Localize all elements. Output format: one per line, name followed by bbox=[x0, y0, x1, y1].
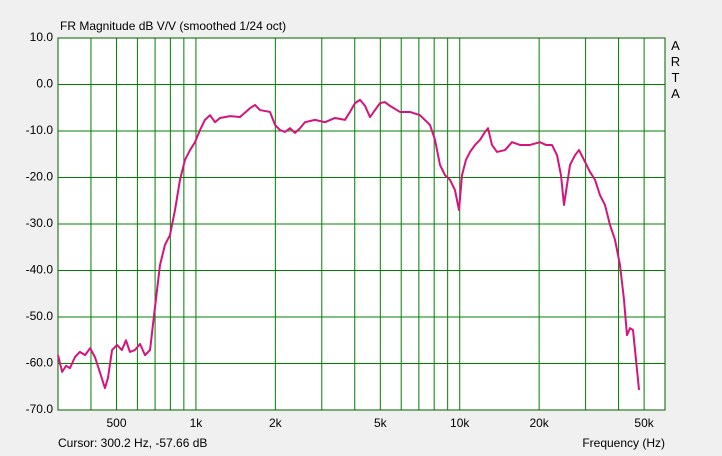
y-tick-label: -10.0 bbox=[26, 123, 54, 137]
x-axis-label: Frequency (Hz) bbox=[582, 436, 665, 450]
y-tick-label: -20.0 bbox=[26, 170, 54, 184]
chart-title: FR Magnitude dB V/V (smoothed 1/24 oct) bbox=[60, 19, 286, 33]
y-tick-label: -50.0 bbox=[26, 309, 54, 323]
x-tick-label: 50k bbox=[634, 416, 654, 430]
x-tick-label: 1k bbox=[190, 416, 204, 430]
y-tick-label: -30.0 bbox=[26, 216, 54, 230]
y-tick-label: 10.0 bbox=[30, 30, 54, 44]
y-tick-label: -60.0 bbox=[26, 356, 54, 370]
x-tick-label: 5k bbox=[374, 416, 388, 430]
x-tick-label: 500 bbox=[107, 416, 127, 430]
x-tick-label: 10k bbox=[450, 416, 470, 430]
x-tick-label: 20k bbox=[529, 416, 549, 430]
response-curve bbox=[57, 98, 641, 391]
cursor-readout: Cursor: 300.2 Hz, -57.66 dB bbox=[58, 436, 207, 450]
x-tick-label: 2k bbox=[269, 416, 283, 430]
plot-frame bbox=[57, 37, 666, 411]
y-tick-label: -40.0 bbox=[26, 263, 54, 277]
side-label: ARTA bbox=[668, 38, 683, 102]
y-tick-label: -70.0 bbox=[26, 402, 54, 416]
y-tick-label: 0.0 bbox=[36, 77, 53, 91]
